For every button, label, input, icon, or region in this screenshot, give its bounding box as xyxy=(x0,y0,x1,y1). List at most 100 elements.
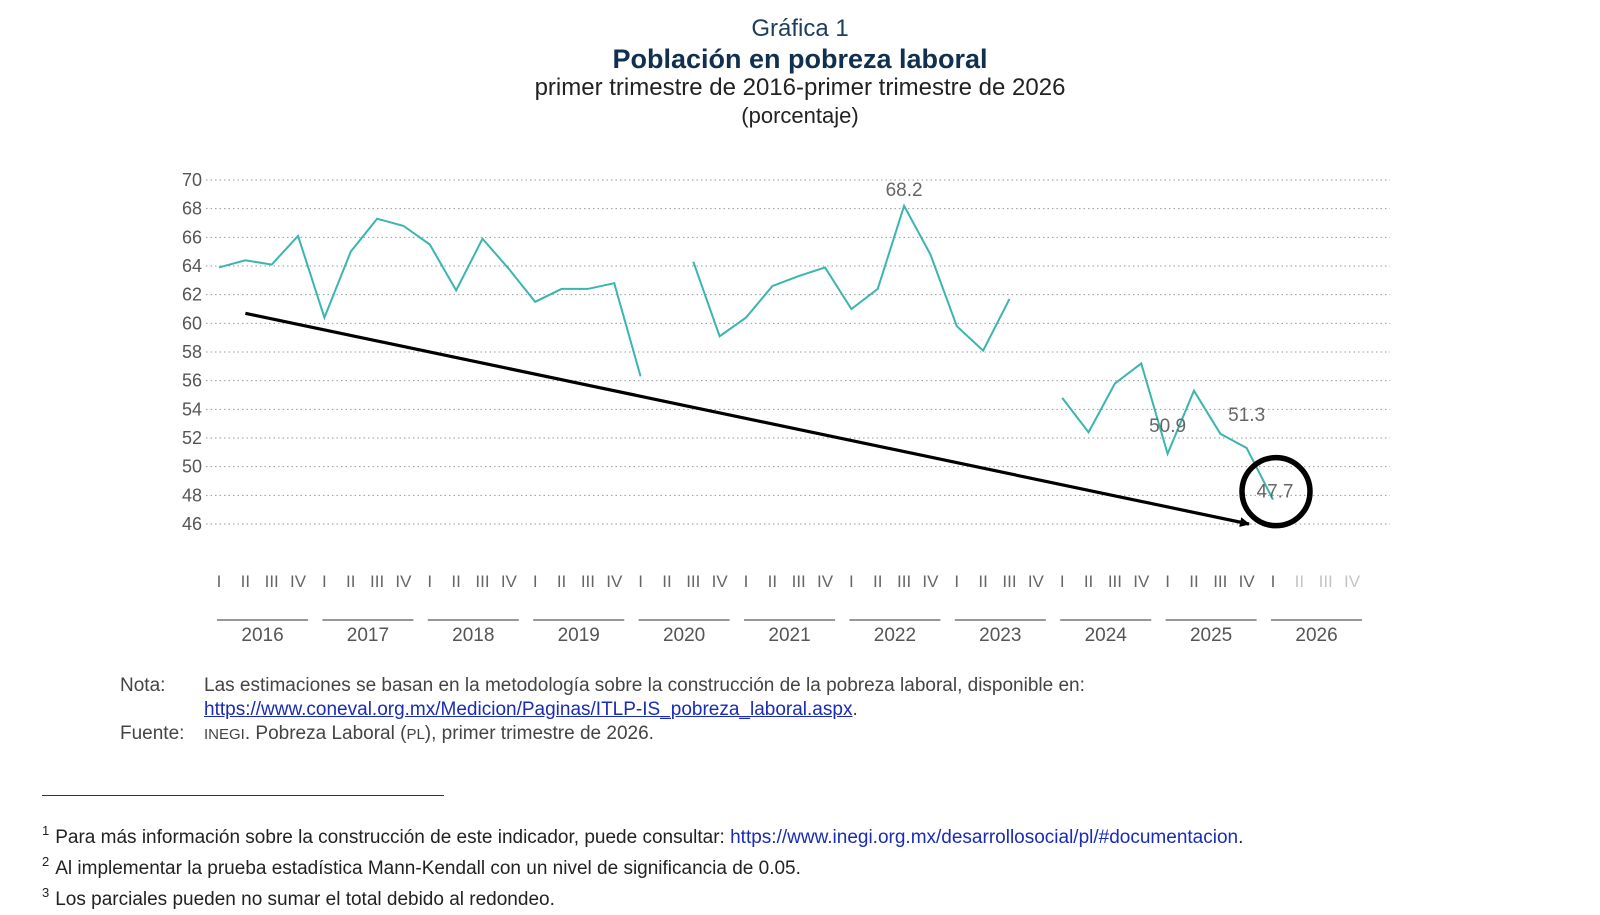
source-abbr: PL xyxy=(406,726,425,743)
quarter-label: IV xyxy=(395,572,412,591)
quarter-label: II xyxy=(978,572,987,591)
y-tick-label: 50 xyxy=(182,457,202,477)
footnote-text: Al implementar la prueba estadística Man… xyxy=(55,858,801,879)
quarter-label: IV xyxy=(1239,572,1256,591)
quarter-label: IV xyxy=(922,572,939,591)
footnote-text: Para más información sobre la construcci… xyxy=(55,827,731,848)
gridlines xyxy=(206,179,1390,525)
quarter-label: III xyxy=(897,572,911,591)
quarter-label: III xyxy=(265,572,279,591)
footnote-divider xyxy=(42,795,444,796)
chart-unit: (porcentaje) xyxy=(741,103,859,128)
data-label: 68.2 xyxy=(886,180,923,201)
chart-subtitle: primer trimestre de 2016-primer trimestr… xyxy=(534,74,1066,101)
chart-notes: Nota: Las estimaciones se basan en la met… xyxy=(120,674,1085,746)
note-label: Nota: xyxy=(120,675,166,696)
quarter-label: I xyxy=(954,572,959,591)
quarter-label: II xyxy=(346,572,355,591)
year-label: 2020 xyxy=(663,625,705,646)
quarter-label: III xyxy=(1002,572,1016,591)
quarter-label: IV xyxy=(290,572,307,591)
data-label: 50.9 xyxy=(1149,416,1186,437)
y-tick-label: 46 xyxy=(182,514,202,534)
y-tick-label: 70 xyxy=(182,170,202,190)
quarter-label: I xyxy=(849,572,854,591)
quarter-label: IV xyxy=(1028,572,1045,591)
quarter-label: II xyxy=(873,572,882,591)
quarter-label: II xyxy=(557,572,566,591)
quarter-label: I xyxy=(638,572,643,591)
quarter-label: III xyxy=(370,572,384,591)
y-tick-label: 66 xyxy=(182,227,202,247)
quarter-label: III xyxy=(475,572,489,591)
footnote-2: 2 Al implementar la prueba estadística Ma… xyxy=(42,846,1243,879)
year-label: 2018 xyxy=(452,625,494,646)
note-end: . xyxy=(852,699,858,720)
y-tick-label: 68 xyxy=(182,199,202,219)
y-tick-label: 54 xyxy=(182,399,202,419)
y-tick-label: 64 xyxy=(182,256,202,276)
quarter-label: I xyxy=(1271,572,1276,591)
note-link-row: https://www.coneval.org.mx/Medicion/Pagi… xyxy=(120,698,1085,722)
footnote-3: 3 Los parciales pueden no sumar el total … xyxy=(42,877,1243,910)
y-tick-label: 56 xyxy=(182,371,202,391)
footnote-text: Los parciales pueden no sumar el total d… xyxy=(55,889,555,910)
y-axis-ticks: 70 68 66 64 62 60 58 56 54 52 50 48 46 xyxy=(182,170,202,534)
y-tick-label: 60 xyxy=(182,313,202,333)
documentation-link[interactable]: https://www.inegi.org.mx/desarrollosocia… xyxy=(730,827,1239,848)
quarter-label: IV xyxy=(501,572,518,591)
year-label: 2022 xyxy=(874,625,916,646)
quarter-label: I xyxy=(533,572,538,591)
y-tick-label: 62 xyxy=(182,285,202,305)
quarter-label: II xyxy=(451,572,460,591)
quarter-label: III xyxy=(581,572,595,591)
quarter-label: I xyxy=(217,572,222,591)
quarter-label: III xyxy=(686,572,700,591)
note-row: Nota: Las estimaciones se basan en la met… xyxy=(120,674,1085,698)
series-line xyxy=(692,203,1011,353)
chart-title: Población en pobreza laboral xyxy=(612,44,988,74)
series-line xyxy=(218,217,642,377)
quarter-label: I xyxy=(1060,572,1065,591)
quarter-label: I xyxy=(1165,572,1170,591)
footnote-1: 1 Para más información sobre la construcc… xyxy=(42,815,1244,848)
y-tick-label: 52 xyxy=(182,428,202,448)
year-label: 2019 xyxy=(558,625,600,646)
methodology-link[interactable]: https://www.coneval.org.mx/Medicion/Pagi… xyxy=(204,699,853,720)
chart-header: Gráfica 1 Población en pobreza laboral p… xyxy=(0,14,1600,130)
year-label: 2017 xyxy=(347,625,389,646)
quarter-label: I xyxy=(427,572,432,591)
quarter-label: III xyxy=(1108,572,1122,591)
year-label: 2024 xyxy=(1085,625,1128,646)
quarter-label: IV xyxy=(817,572,834,591)
footnote-end: . xyxy=(1238,827,1244,848)
year-label: 2021 xyxy=(768,625,810,646)
footnote-number: 2 xyxy=(42,854,50,869)
footnote-number: 1 xyxy=(42,823,50,838)
series-line xyxy=(1061,361,1274,501)
year-label: 2016 xyxy=(241,625,283,646)
quarter-label: II xyxy=(768,572,777,591)
footnotes: 1 Para más información sobre la construcc… xyxy=(42,815,1244,910)
source-row: Fuente: INEGI. Pobreza Laboral (PL), prim… xyxy=(120,722,1085,746)
quarter-label: IV xyxy=(1133,572,1150,591)
quarter-label: I xyxy=(744,572,749,591)
quarter-label: III xyxy=(792,572,806,591)
quarter-label: III xyxy=(1319,572,1333,591)
y-tick-label: 58 xyxy=(182,342,202,362)
quarter-label: II xyxy=(241,572,250,591)
quarter-label: IV xyxy=(712,572,729,591)
data-series xyxy=(218,203,1274,501)
graph-number: Gráfica 1 xyxy=(751,15,849,42)
year-label: 2026 xyxy=(1295,625,1337,646)
note-text: Las estimaciones se basan en la metodolo… xyxy=(204,675,1085,696)
quarter-label: III xyxy=(1213,572,1227,591)
trend-arrow xyxy=(245,311,1250,528)
data-label: 51.3 xyxy=(1228,405,1265,426)
quarter-label: II xyxy=(1295,572,1304,591)
source-org: INEGI xyxy=(204,726,245,743)
source-end: ), primer trimestre de 2026. xyxy=(424,723,654,744)
quarter-label: IV xyxy=(606,572,623,591)
